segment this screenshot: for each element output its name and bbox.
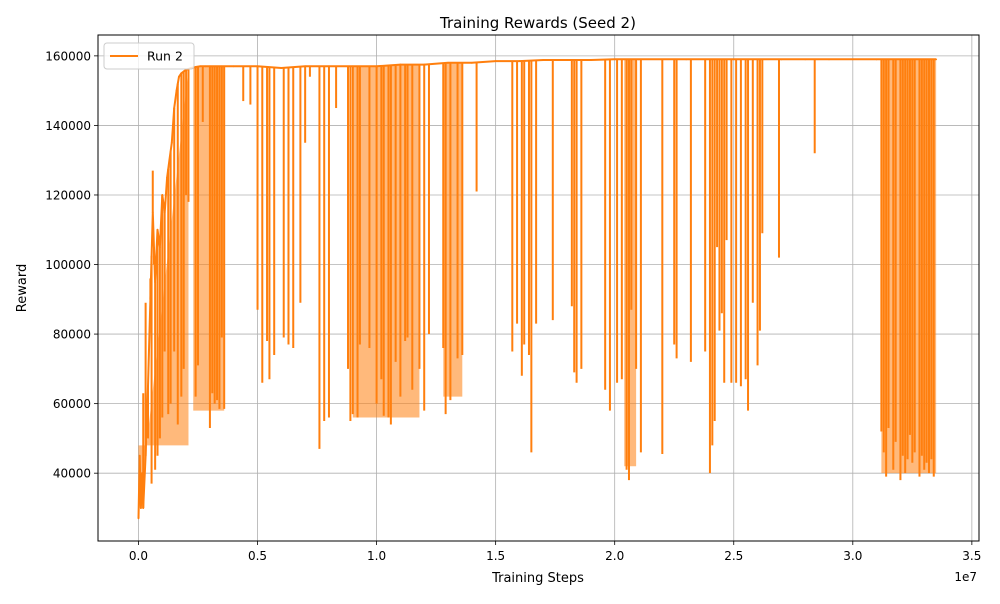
series-point-run-2 xyxy=(423,63,426,66)
plot-frame xyxy=(97,34,980,542)
x-tick-label: 3.5 xyxy=(962,549,981,563)
legend-box xyxy=(103,42,195,70)
x-tick-label: 1.0 xyxy=(367,549,386,563)
series-point-run-2 xyxy=(399,63,402,66)
series-point-run-2 xyxy=(685,58,688,61)
series-point-run-2 xyxy=(756,58,759,61)
series-point-run-2 xyxy=(182,70,185,73)
series-point-run-2 xyxy=(375,65,378,68)
series-point-run-2 xyxy=(194,66,197,68)
series-point-run-2 xyxy=(180,72,183,75)
series-point-run-2 xyxy=(178,75,180,78)
series-point-run-2 xyxy=(173,107,176,109)
series-point-run-2 xyxy=(637,58,640,61)
legend-label-run-2: Run 2 xyxy=(147,49,183,64)
y-tick-label: 40000 xyxy=(53,467,91,481)
y-tick-label: 60000 xyxy=(53,397,91,411)
y-tick-label: 160000 xyxy=(45,49,91,63)
series-point-run-2 xyxy=(154,281,157,283)
data-layer xyxy=(137,58,938,520)
series-point-run-2 xyxy=(151,211,154,214)
dip-cluster-fill xyxy=(138,68,189,519)
series-point-run-2 xyxy=(780,58,783,61)
y-axis-label: Reward xyxy=(15,264,30,312)
series-point-run-2 xyxy=(732,58,735,61)
series-point-run-2 xyxy=(542,59,545,61)
series-point-run-2 xyxy=(170,141,173,144)
y-tick-label: 80000 xyxy=(53,328,91,342)
series-point-run-2 xyxy=(494,60,497,62)
series-point-run-2 xyxy=(232,65,235,68)
series-point-run-2 xyxy=(147,385,149,388)
series-point-run-2 xyxy=(168,159,171,162)
series-point-run-2 xyxy=(138,454,141,457)
x-tick-label: 2.5 xyxy=(724,549,743,563)
series-point-run-2 xyxy=(828,58,830,61)
series-point-run-2 xyxy=(589,59,592,61)
series-point-run-2 xyxy=(613,58,616,61)
series-point-run-2 xyxy=(175,89,178,92)
series-point-run-2 xyxy=(163,211,166,214)
dip-cluster-fill xyxy=(352,64,420,418)
x-axis-ticks: 0.0 0.5 1.0 1.5 2.0 2.5 3.0 3.5 xyxy=(129,541,981,563)
series-point-run-2 xyxy=(280,67,283,69)
x-tick-label: 3.0 xyxy=(843,549,862,563)
x-tick-label: 2.0 xyxy=(605,549,624,563)
series-point-run-2 xyxy=(149,298,152,301)
series-point-run-2 xyxy=(899,58,902,61)
x-tick-label: 0.0 xyxy=(129,549,148,563)
series-point-run-2 xyxy=(199,65,202,68)
series-point-run-2 xyxy=(804,58,807,61)
series-point-run-2 xyxy=(159,246,161,249)
series-point-run-2 xyxy=(709,58,711,61)
series-point-run-2 xyxy=(304,65,307,68)
series-point-run-2 xyxy=(137,517,140,520)
y-axis-ticks: 40000 60000 80000 100000 120000 140000 160000 xyxy=(45,49,98,481)
series-point-run-2 xyxy=(923,58,926,61)
y-tick-label: 100000 xyxy=(45,258,91,272)
series-point-run-2 xyxy=(144,454,147,457)
dip-cluster-fill xyxy=(881,59,937,474)
series-point-run-2 xyxy=(220,65,223,68)
series-line-run-2 xyxy=(137,58,937,519)
x-axis-offset-label: 1e7 xyxy=(954,570,977,584)
series-point-run-2 xyxy=(566,59,568,61)
legend: Run 2 xyxy=(103,42,195,70)
series-point-run-2 xyxy=(156,228,159,231)
series-point-run-2 xyxy=(139,507,142,509)
x-tick-label: 1.5 xyxy=(486,549,505,563)
series-point-run-2 xyxy=(204,65,207,68)
series-point-run-2 xyxy=(256,65,259,68)
series-point-run-2 xyxy=(166,176,168,179)
series-point-run-2 xyxy=(851,58,854,61)
series-point-run-2 xyxy=(161,194,164,196)
series-point-run-2 xyxy=(351,65,354,68)
series-point-run-2 xyxy=(142,507,145,509)
series-point-run-2 xyxy=(470,61,473,64)
x-tick-label: 0.5 xyxy=(248,549,267,563)
series-point-run-2 xyxy=(518,60,521,62)
series-point-run-2 xyxy=(875,58,878,61)
series-point-run-2 xyxy=(328,65,330,68)
x-axis-label: Training Steps xyxy=(491,571,584,586)
series-point-run-2 xyxy=(447,61,449,64)
series-point-run-2 xyxy=(141,472,143,475)
series-point-run-2 xyxy=(661,58,664,61)
y-tick-label: 140000 xyxy=(45,119,91,133)
y-tick-label: 120000 xyxy=(45,188,91,202)
series-point-run-2 xyxy=(209,65,211,68)
series-point-run-2 xyxy=(935,58,938,61)
chart-title: Training Rewards (Seed 2) xyxy=(439,14,636,32)
